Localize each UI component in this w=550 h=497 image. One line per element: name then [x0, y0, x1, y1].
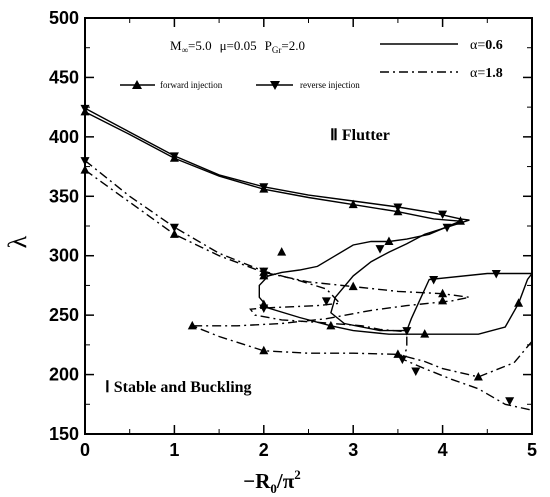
data-point-triangle-up	[438, 288, 448, 298]
x-tick-label: 1	[169, 440, 179, 460]
legend-label-alpha-0-6: α=0.6	[470, 38, 503, 53]
data-point-triangle-up	[473, 371, 483, 381]
data-point-triangle-up	[348, 281, 358, 291]
data-point-triangle-down	[491, 270, 501, 279]
y-tick-label: 450	[49, 67, 79, 87]
data-point-triangle-down	[397, 355, 407, 365]
x-tick-label: 3	[348, 440, 358, 460]
data-point-triangle-down	[169, 223, 179, 233]
x-tick-label: 5	[527, 440, 537, 460]
data-point-triangle-down	[505, 397, 515, 406]
legend-label-forward: forward injection	[160, 80, 223, 90]
data-point-triangle-up	[187, 320, 197, 330]
data-point-triangle-up	[326, 320, 336, 330]
y-tick-label: 400	[49, 127, 79, 147]
x-tick-label: 2	[259, 440, 269, 460]
data-point-triangle-down	[375, 245, 385, 254]
plot-area-frame	[84, 17, 533, 435]
y-tick-labels: 150 200 250 300 350 400 450 500	[49, 8, 79, 444]
legend-label-reverse: reverse injection	[300, 80, 360, 90]
series-line-alpha-1-8-forward	[84, 169, 533, 378]
data-point-triangle-up	[420, 329, 430, 338]
data-point-triangle-up	[438, 295, 448, 305]
legend-label-alpha-1-8: α=1.8	[470, 66, 503, 81]
y-tick-label: 350	[49, 186, 79, 206]
data-point-triangle-down	[259, 304, 269, 314]
y-tick-label: 500	[49, 8, 79, 28]
series-markers	[80, 104, 524, 406]
flutter-region-label: Ⅱ Flutter	[330, 127, 390, 144]
data-point-triangle-down	[259, 267, 269, 277]
x-tick-label: 4	[438, 440, 448, 460]
data-point-triangle-down	[169, 152, 179, 161]
data-point-triangle-up	[384, 236, 394, 245]
series-lines	[84, 107, 533, 411]
legend-markers: forward injection reverse injection	[120, 80, 360, 90]
data-point-triangle-down	[393, 203, 403, 212]
data-point-triangle-up	[514, 298, 524, 307]
legend-line-styles: α=0.6 α=1.8	[380, 38, 503, 81]
series-line-alpha-0-6-reverse	[84, 107, 532, 332]
y-tick-label: 150	[49, 424, 79, 444]
legend-triangle-down-icon	[270, 81, 280, 90]
x-tick-labels: 0 1 2 3 4 5	[80, 440, 537, 460]
legend-triangle-up-icon	[132, 80, 142, 89]
series-line-alpha-0-6-forward	[84, 111, 533, 335]
data-point-triangle-down	[429, 275, 439, 285]
data-point-triangle-up	[348, 199, 358, 209]
data-point-triangle-down	[442, 223, 452, 233]
data-point-triangle-down	[438, 210, 448, 220]
data-point-triangle-up	[259, 345, 269, 355]
data-point-triangle-down	[402, 327, 412, 336]
data-point-triangle-up	[169, 229, 179, 238]
data-point-triangle-up	[455, 216, 465, 225]
y-axis-label: λ	[3, 235, 32, 248]
y-tick-label: 200	[49, 365, 79, 385]
x-tick-label: 0	[80, 440, 90, 460]
stable-region-label: Ⅰ Stable and Buckling	[105, 379, 252, 396]
x-axis-label: −R0/π2	[243, 467, 300, 496]
parameter-label: M∞=5.0 μ=0.05 PGr=2.0	[170, 38, 305, 55]
data-point-triangle-down	[411, 367, 421, 377]
data-point-triangle-down	[321, 297, 331, 306]
y-tick-label: 300	[49, 246, 79, 266]
data-point-triangle-up	[277, 247, 287, 256]
y-tick-label: 250	[49, 305, 79, 325]
data-point-triangle-down	[259, 183, 269, 192]
